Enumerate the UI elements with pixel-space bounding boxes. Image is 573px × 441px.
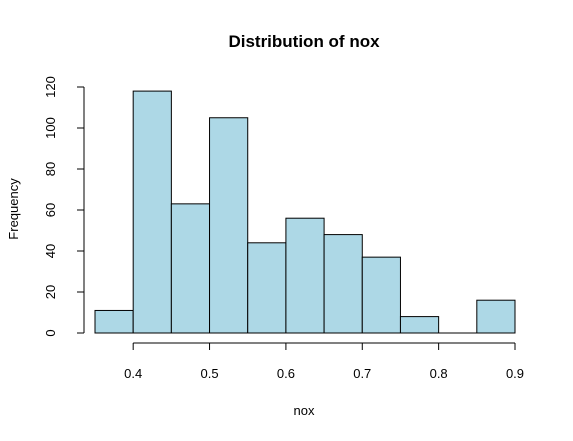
x-tick-label: 0.8 bbox=[430, 366, 448, 381]
x-tick-label: 0.9 bbox=[506, 366, 524, 381]
histogram-bar bbox=[132, 90, 172, 334]
y-tick-label: 80 bbox=[43, 162, 58, 176]
x-tick-label: 0.4 bbox=[124, 366, 142, 381]
chart-title: Distribution of nox bbox=[228, 32, 380, 51]
y-tick-label: 20 bbox=[43, 285, 58, 299]
histogram-bar bbox=[361, 256, 401, 334]
histogram-bar bbox=[170, 203, 211, 334]
y-axis-label: Frequency bbox=[6, 178, 21, 240]
y-tick-label: 40 bbox=[43, 244, 58, 258]
histogram-bar bbox=[209, 117, 249, 334]
histogram-bar bbox=[247, 242, 287, 334]
x-tick-label: 0.7 bbox=[353, 366, 371, 381]
histogram-bar bbox=[285, 217, 325, 334]
histogram-bar bbox=[399, 316, 440, 334]
y-tick-label: 60 bbox=[43, 203, 58, 217]
histogram-bar bbox=[323, 234, 363, 334]
x-axis: 0.4 0.5 0.6 0.7 0.8 0.9 bbox=[124, 342, 524, 381]
x-tick-label: 0.5 bbox=[201, 366, 219, 381]
y-tick-label: 120 bbox=[43, 76, 58, 98]
y-tick-label: 0 bbox=[43, 329, 58, 336]
y-tick-label: 100 bbox=[43, 117, 58, 139]
x-tick-label: 0.6 bbox=[277, 366, 295, 381]
histogram-bar bbox=[476, 299, 516, 334]
histogram-bar bbox=[94, 309, 134, 334]
bars-group bbox=[94, 90, 516, 334]
x-axis-label: nox bbox=[294, 403, 315, 418]
y-axis: 0 20 40 60 80 100 120 bbox=[43, 76, 85, 337]
